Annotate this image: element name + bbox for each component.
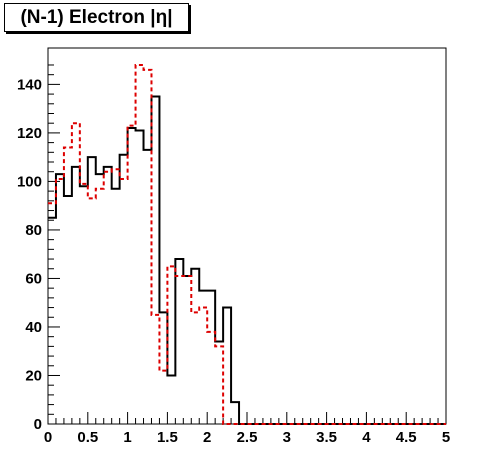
y-tick-label: 120 [17,125,42,142]
x-tick-label: 4.5 [396,429,417,446]
y-tick-label: 140 [17,76,42,93]
x-tick-label: 1 [123,429,131,446]
x-tick-label: 0 [44,429,52,446]
series-layer [48,63,446,425]
y-tick-label: 0 [34,416,42,433]
y-tick-label: 40 [25,319,42,336]
x-tick-label: 1.5 [157,429,178,446]
histogram-series-solid-black [48,95,446,425]
chart-title: (N-1) Electron |η| [4,3,189,32]
x-tick-label: 3 [283,429,291,446]
y-tick-label: 20 [25,367,42,384]
histogram-series-dashed-red [48,63,446,425]
x-tick-label: 2 [203,429,211,446]
plot-frame [47,47,447,425]
y-tick-label: 100 [17,173,42,190]
x-tick-label: 3.5 [316,429,337,446]
x-tick-label: 0.5 [77,429,98,446]
y-tick-label: 80 [25,222,42,239]
axis-ticks [47,64,447,425]
tick-labels: 0 0.5 1 1.5 2 2.5 3 3.5 4 4.5 5 0 20 40 60 80 100 120 140 [17,76,450,446]
x-tick-label: 5 [442,429,450,446]
y-tick-label: 60 [25,270,42,287]
x-tick-label: 2.5 [237,429,258,446]
x-tick-label: 4 [362,429,371,446]
